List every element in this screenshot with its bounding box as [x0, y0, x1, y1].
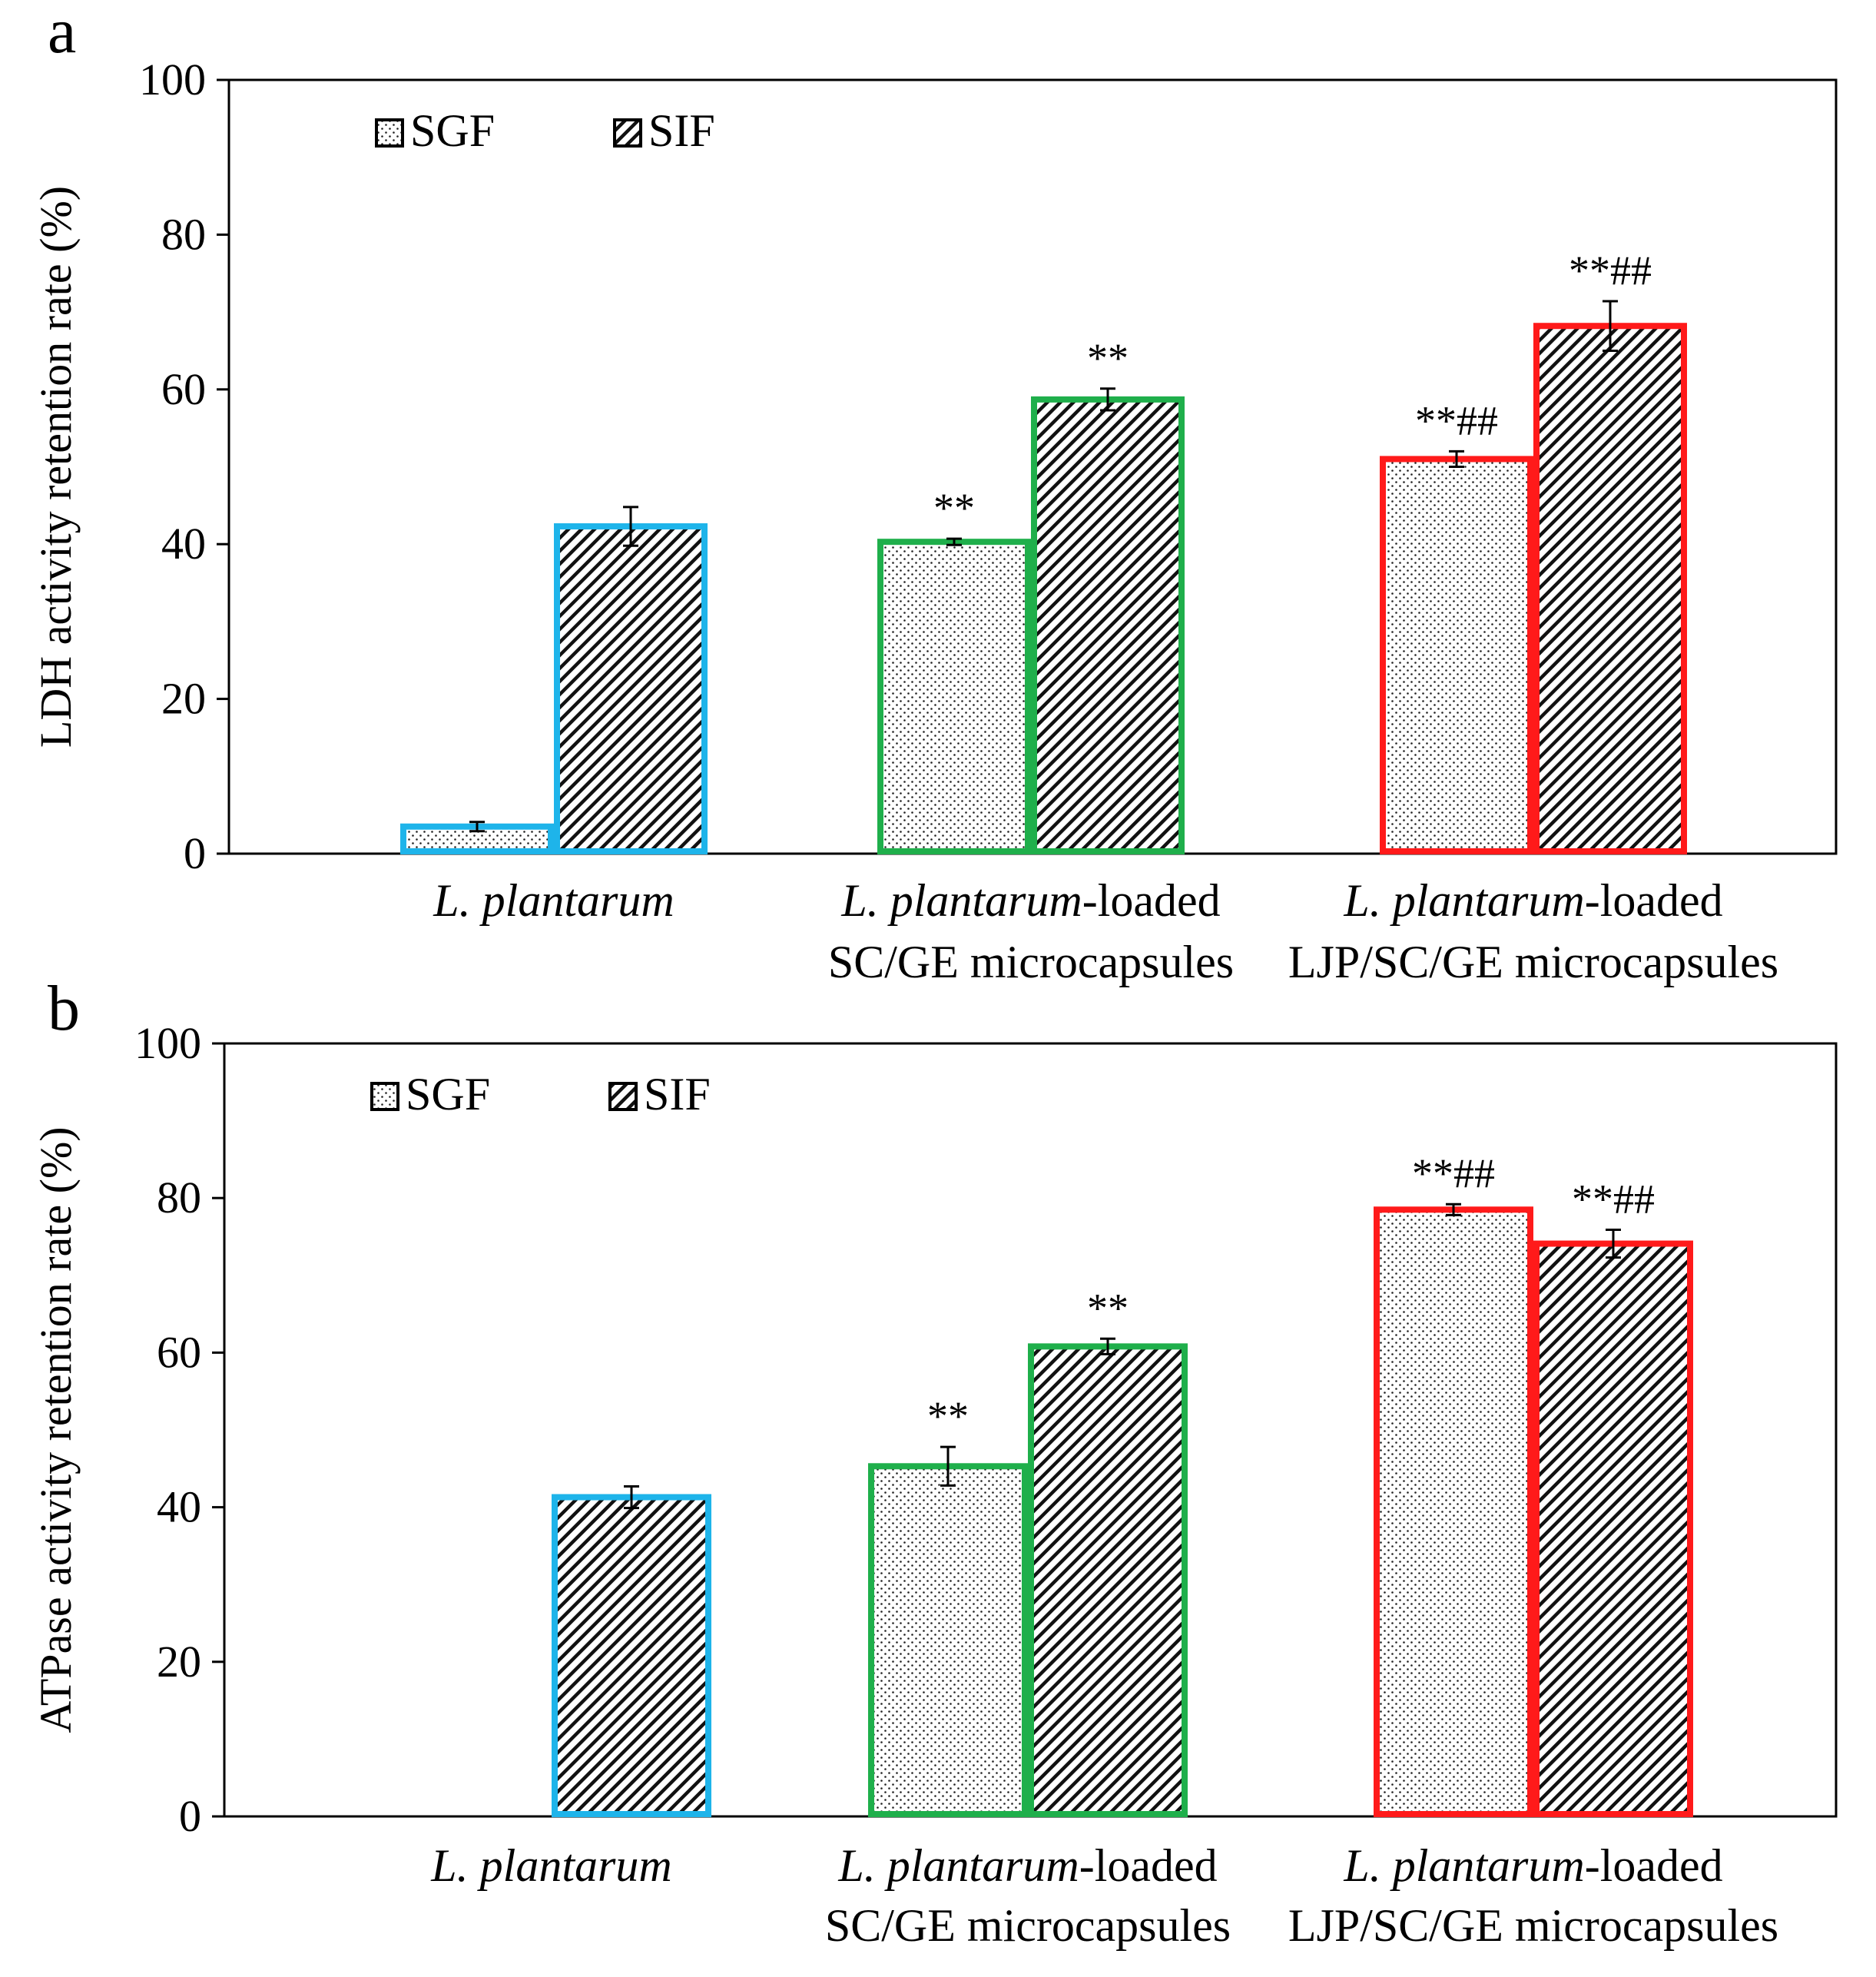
bar-sif-group-2 — [1028, 1343, 1188, 1818]
bar-sgf-group-3 — [1374, 1206, 1533, 1818]
legend-label-sif: SIF — [644, 1069, 711, 1120]
bar-sif-group-1 — [552, 1494, 711, 1817]
bar-sif-group-3 — [1533, 1240, 1693, 1817]
significance-label: **## — [1412, 1150, 1495, 1196]
bar-sif-group-2 — [1031, 396, 1185, 854]
category-label-line2: LJP/SC/GE microcapsules — [1288, 1900, 1778, 1951]
y-tick-label: 60 — [161, 364, 206, 414]
panel-letter: a — [48, 0, 76, 67]
significance-label: ** — [1087, 1285, 1129, 1331]
significance-label: **## — [1415, 397, 1498, 443]
legend-label-sgf: SGF — [406, 1069, 490, 1120]
legend-swatch-sgf — [370, 1082, 399, 1111]
category-label-italic: L. plantarum — [430, 1840, 671, 1891]
y-tick-label: 60 — [157, 1327, 201, 1377]
category-label: L. plantarum-loaded — [840, 875, 1220, 926]
panel-a: a 0 20 40 60 80 100 LDH activity retention rate… — [31, 0, 1838, 987]
legend-swatch-sif — [613, 118, 642, 148]
legend-swatch-sgf — [375, 118, 404, 148]
category-label-italic: L. plantarum — [1343, 1840, 1584, 1891]
y-tick-label: 80 — [157, 1173, 201, 1222]
y-axis-label: ATPase activity retention rate (%) — [31, 1126, 81, 1733]
y-tick-label: 100 — [139, 55, 206, 104]
y-tick-label: 20 — [161, 674, 206, 724]
legend-swatch-sif — [608, 1082, 638, 1111]
category-label-line2: SC/GE microcapsules — [825, 1900, 1231, 1951]
category-label: L. plantarum-loaded — [1343, 875, 1722, 926]
category-label: L. plantarum — [430, 1840, 671, 1891]
panel-letter: b — [48, 973, 80, 1044]
category-label-italic: L. plantarum — [840, 875, 1082, 926]
category-label-italic: L. plantarum — [1343, 875, 1584, 926]
bar-sgf-group-2 — [868, 1463, 1028, 1817]
category-label-italic: L. plantarum — [433, 875, 674, 926]
y-tick-label: 20 — [157, 1637, 201, 1687]
category-label: L. plantarum-loaded — [1343, 1840, 1722, 1891]
legend-label-sif: SIF — [648, 105, 715, 156]
bar-sif-group-3 — [1533, 323, 1687, 854]
panel-b: b 0 20 40 60 80 100 ATPase activity retention r… — [31, 973, 1838, 1951]
significance-label: ** — [927, 1393, 969, 1439]
significance-label: ** — [933, 485, 975, 531]
legend-label-sgf: SGF — [410, 105, 495, 156]
bar-sgf-group-2 — [877, 539, 1031, 855]
significance-label: **## — [1569, 247, 1652, 294]
y-axis-label: LDH activity retention rate (%) — [31, 186, 81, 748]
category-label-line2: LJP/SC/GE microcapsules — [1288, 937, 1778, 987]
category-label: L. plantarum — [433, 875, 674, 926]
category-label-suffix: -loaded — [1079, 1840, 1218, 1891]
category-label-line2: SC/GE microcapsules — [828, 937, 1234, 987]
category-label-suffix: -loaded — [1585, 875, 1723, 926]
y-tick-label: 100 — [134, 1018, 201, 1068]
y-tick-label: 40 — [161, 519, 206, 569]
significance-label: **## — [1572, 1176, 1655, 1222]
category-label: L. plantarum-loaded — [837, 1840, 1217, 1891]
significance-label: ** — [1087, 335, 1129, 381]
y-tick-label: 0 — [179, 1791, 201, 1841]
category-label-italic: L. plantarum — [837, 1840, 1079, 1891]
y-tick-label: 80 — [161, 209, 206, 259]
bar-sif-group-1 — [554, 523, 708, 854]
category-label-suffix: -loaded — [1585, 1840, 1723, 1891]
y-tick-label: 40 — [157, 1482, 201, 1532]
category-label-suffix: -loaded — [1082, 875, 1221, 926]
bar-sgf-group-3 — [1380, 456, 1533, 854]
y-tick-label: 0 — [184, 828, 206, 878]
